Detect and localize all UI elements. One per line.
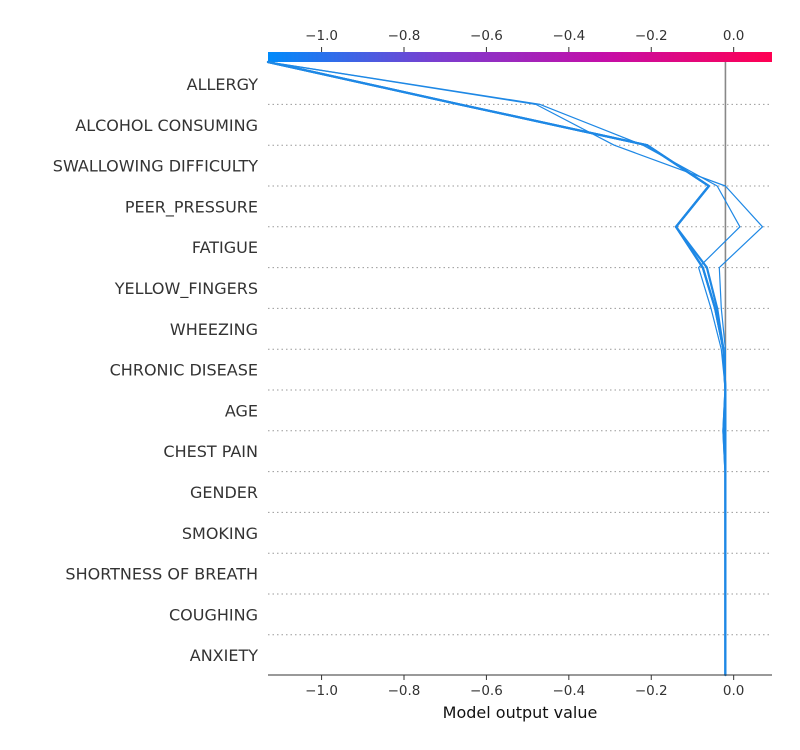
top-tick-label: −1.0 xyxy=(305,28,338,44)
bottom-tick-label: −1.0 xyxy=(305,683,338,699)
feature-labels: ALLERGY ALCOHOL CONSUMING SWALLOWING DIFF… xyxy=(53,75,258,665)
decision-lines xyxy=(266,60,764,677)
decision-line xyxy=(267,61,764,676)
top-axis-ticks: −1.0 −0.8 −0.6 −0.4 −0.2 0.0 xyxy=(305,28,744,52)
feature-label: AGE xyxy=(225,401,258,420)
bottom-tick-label: −0.6 xyxy=(470,683,503,699)
bottom-axis-ticks: −1.0 −0.8 −0.6 −0.4 −0.2 0.0 xyxy=(305,675,744,699)
top-tick-label: −0.4 xyxy=(552,28,585,44)
feature-label: YELLOW_FINGERS xyxy=(114,279,258,299)
bottom-tick-label: 0.0 xyxy=(723,683,744,699)
feature-label: ALLERGY xyxy=(187,75,259,94)
top-tick-label: 0.0 xyxy=(723,28,744,44)
feature-label: CHEST PAIN xyxy=(163,442,258,461)
decision-line xyxy=(267,61,741,676)
feature-label: SHORTNESS OF BREATH xyxy=(65,565,258,584)
top-tick-label: −0.8 xyxy=(388,28,421,44)
feature-label: WHEEZING xyxy=(170,320,258,339)
bottom-tick-label: −0.8 xyxy=(388,683,421,699)
decision-line xyxy=(266,60,727,677)
grid-lines xyxy=(268,103,772,636)
decision-line xyxy=(266,60,727,677)
feature-label: ALCOHOL CONSUMING xyxy=(75,116,258,135)
bottom-tick-label: −0.4 xyxy=(552,683,585,699)
top-tick-label: −0.6 xyxy=(470,28,503,44)
colorbar xyxy=(268,52,772,62)
feature-label: SWALLOWING DIFFICULTY xyxy=(53,157,258,176)
bottom-tick-label: −0.2 xyxy=(635,683,668,699)
feature-label: FATIGUE xyxy=(192,238,258,257)
decision-line xyxy=(266,60,727,677)
feature-label: COUGHING xyxy=(169,605,258,624)
feature-label: ANXIETY xyxy=(190,646,258,665)
feature-label: PEER_PRESSURE xyxy=(125,197,258,217)
top-tick-label: −0.2 xyxy=(635,28,668,44)
x-axis-title: Model output value xyxy=(443,703,598,722)
feature-label: CHRONIC DISEASE xyxy=(110,361,258,380)
feature-label: GENDER xyxy=(190,483,258,502)
feature-label: SMOKING xyxy=(182,524,258,543)
